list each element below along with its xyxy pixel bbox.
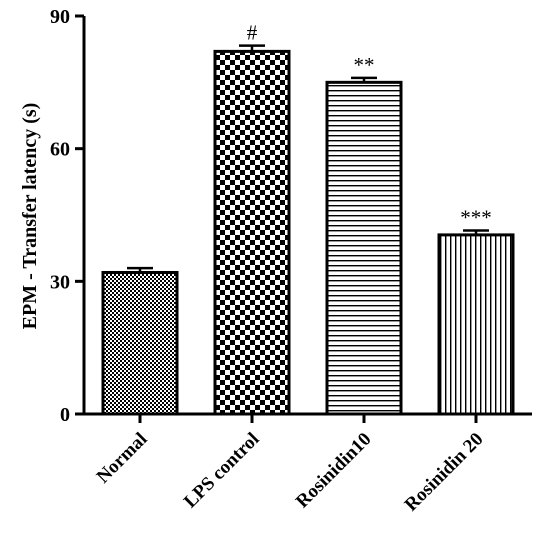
significance-label: # — [247, 21, 258, 45]
bar — [101, 270, 179, 416]
y-tick-label: 30 — [50, 271, 70, 293]
significance-label: *** — [460, 205, 492, 229]
y-axis-title: EPM - Transfer latency (s) — [19, 103, 41, 330]
significance-label: ** — [354, 53, 375, 77]
bars — [101, 44, 515, 416]
category-label: Rosinidin 20 — [401, 429, 488, 516]
bar — [437, 233, 515, 416]
category-label: Normal — [93, 429, 152, 488]
y-tick-label: 60 — [50, 139, 70, 161]
y-tick-label: 90 — [50, 6, 70, 28]
category-label: Rosinidin10 — [292, 429, 376, 513]
category-label: LPS control — [180, 429, 264, 513]
y-tick-label: 0 — [60, 404, 70, 426]
bar — [213, 49, 291, 416]
bar — [325, 80, 403, 416]
